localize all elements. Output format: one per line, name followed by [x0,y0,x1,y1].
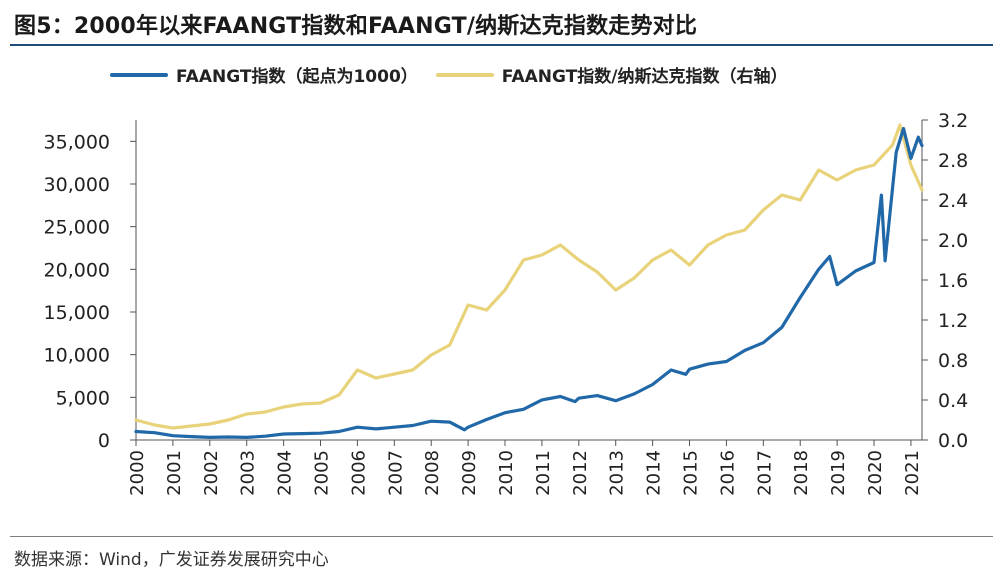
x-tick-label: 2007 [385,450,406,496]
legend-item-faangt: FAANGT指数（起点为1000） [110,62,418,87]
x-tick-label: 2013 [607,450,628,496]
left-tick-label: 0 [98,430,110,452]
right-tick-label: 1.2 [938,310,968,332]
right-tick-label: 3.2 [938,110,968,132]
x-tick-label: 2003 [238,450,259,496]
x-tick-label: 2020 [865,450,886,496]
x-tick-label: 2014 [644,450,665,496]
left-tick-label: 5,000 [56,387,110,409]
series-line-ratio [134,123,924,430]
right-tick-label: 2.4 [938,190,968,212]
source-note: 数据来源：Wind，广发证券发展研究中心 [14,550,329,570]
x-tick-label: 2016 [717,450,738,496]
x-tick-label: 2012 [570,450,591,496]
x-tick-label: 2021 [902,450,923,496]
right-tick-label: 0.0 [938,430,968,452]
x-tick-label: 2000 [127,450,148,496]
x-tick-label: 2017 [754,450,775,496]
x-tick-label: 2015 [681,450,702,496]
x-tick-label: 2006 [348,450,369,496]
series-line-faangt [134,126,924,439]
figure-title: 图5：2000年以来FAANGT指数和FAANGT/纳斯达克指数走势对比 [14,14,698,39]
x-tick-label: 2011 [533,450,554,496]
left-tick-label: 35,000 [44,131,110,153]
x-tick-label: 2004 [275,450,296,496]
x-tick-label: 2001 [164,450,185,496]
left-tick-label: 25,000 [44,217,110,239]
legend-label-faangt: FAANGT指数（起点为1000） [176,67,418,87]
legend-swatch-faangt [110,72,168,77]
x-tick-label: 2008 [422,450,443,496]
line-chart: 0 5,000 10,000 15,000 20,000 25,000 30,000 35,0… [44,110,969,496]
right-tick-label: 0.4 [938,390,968,412]
x-tick-label: 2018 [791,450,812,496]
right-tick-label: 1.6 [938,270,968,292]
chart-legend: FAANGT指数（起点为1000） FAANGT指数/纳斯达克指数（右轴） [110,62,805,87]
right-tick-label: 0.8 [938,350,968,372]
right-tick-label: 2.8 [938,150,968,172]
x-tick-label: 2019 [828,450,849,496]
legend-label-ratio: FAANGT指数/纳斯达克指数（右轴） [501,67,788,87]
left-tick-label: 10,000 [44,345,110,367]
left-tick-label: 20,000 [44,259,110,281]
title-divider [10,44,993,46]
right-tick-label: 2.0 [938,230,968,252]
x-tick-label: 2010 [496,450,517,496]
x-tick-label: 2005 [312,450,333,496]
x-tick-label: 2002 [201,450,222,496]
source-divider [10,536,993,537]
x-tick-label: 2009 [459,450,480,496]
legend-swatch-ratio [435,72,494,77]
left-tick-label: 15,000 [44,302,110,324]
left-tick-label: 30,000 [44,174,110,196]
legend-item-ratio: FAANGT指数/纳斯达克指数（右轴） [435,62,788,87]
